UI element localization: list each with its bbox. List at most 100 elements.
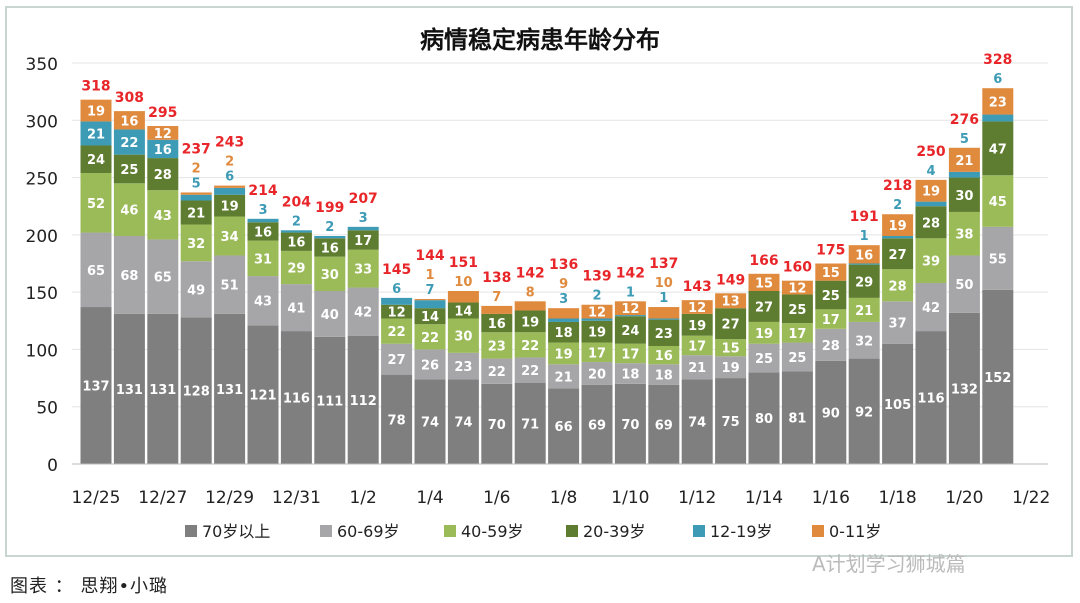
bar-segment xyxy=(314,290,346,337)
segment-value-label: 12 xyxy=(788,282,806,297)
bar-segment xyxy=(80,307,112,464)
bar-segment xyxy=(247,222,279,241)
segment-value-label: 39 xyxy=(922,255,940,270)
segment-value-label: 12 xyxy=(621,302,639,317)
bar-segment xyxy=(214,255,246,314)
bar-segment xyxy=(247,276,279,326)
segment-value-label: 131 xyxy=(216,383,243,398)
bar-segment xyxy=(948,255,980,313)
bar-segment xyxy=(147,139,179,159)
segment-value-label: 19 xyxy=(889,219,907,234)
segment-value-label: 23 xyxy=(655,327,673,342)
segment-value-label: 40 xyxy=(321,308,339,323)
segment-value-label: 74 xyxy=(688,416,706,431)
segment-value-label: 2 xyxy=(325,220,334,235)
bar-segment xyxy=(748,321,780,344)
segment-value-label: 131 xyxy=(116,383,143,398)
total-label: 207 xyxy=(349,191,378,207)
segment-value-label: 74 xyxy=(421,416,439,431)
bar-segment xyxy=(982,289,1014,464)
segment-value-label: 1 xyxy=(425,268,434,283)
bar-segment xyxy=(414,299,446,301)
bar-segment xyxy=(280,250,312,285)
bar-segment xyxy=(548,318,580,322)
bar-segment xyxy=(113,313,145,464)
watermark: A计划学习狮城篇 xyxy=(812,552,966,576)
bar-segment xyxy=(113,154,145,184)
bar-segment xyxy=(581,342,613,363)
total-label: 308 xyxy=(115,90,144,106)
bar-segment xyxy=(614,301,646,316)
bar-segment xyxy=(280,230,312,233)
segment-value-label: 29 xyxy=(287,262,305,277)
bar-segment xyxy=(514,357,546,383)
bar-segment xyxy=(447,290,479,303)
total-label: 243 xyxy=(215,135,244,151)
bar-segment xyxy=(681,355,713,380)
segment-value-label: 15 xyxy=(822,266,840,281)
segment-value-label: 7 xyxy=(492,290,501,305)
bar-segment xyxy=(614,315,646,317)
bar-segment xyxy=(715,378,747,464)
y-tick-label: 50 xyxy=(36,399,58,419)
bar-segment xyxy=(381,318,413,344)
total-label: 318 xyxy=(81,79,110,95)
segment-value-label: 70 xyxy=(621,418,639,433)
segment-value-label: 17 xyxy=(621,347,639,362)
bar-segment xyxy=(347,287,379,336)
figure-credit: 图表 ： 思翔•小璐 xyxy=(10,576,169,597)
x-tick-label: 12/29 xyxy=(205,488,254,508)
segment-value-label: 27 xyxy=(755,300,773,315)
segment-value-label: 80 xyxy=(755,412,773,427)
segment-value-label: 19 xyxy=(521,315,539,330)
segment-value-label: 13 xyxy=(722,295,740,310)
segment-value-label: 25 xyxy=(755,352,773,367)
segment-value-label: 105 xyxy=(884,398,911,413)
bar-segment xyxy=(548,364,580,389)
segment-value-label: 21 xyxy=(688,361,706,376)
bar-segment xyxy=(314,336,346,464)
segment-value-label: 50 xyxy=(955,278,973,293)
bar-segment xyxy=(648,307,680,319)
segment-value-label: 33 xyxy=(354,263,372,278)
segment-value-label: 21 xyxy=(187,207,205,222)
segment-value-label: 10 xyxy=(454,275,472,290)
legend-label: 60-69岁 xyxy=(337,522,400,541)
bar-segment xyxy=(781,371,813,464)
total-label: 214 xyxy=(248,183,277,199)
bar-segment xyxy=(815,328,847,361)
segment-value-label: 7 xyxy=(425,283,434,298)
bar-segment xyxy=(581,304,613,319)
bar-segment xyxy=(514,382,546,464)
segment-value-label: 49 xyxy=(187,283,205,298)
segment-value-label: 2 xyxy=(292,214,301,229)
bar-segment xyxy=(414,324,446,350)
bar-segment xyxy=(147,126,179,140)
segment-value-label: 30 xyxy=(321,268,339,283)
segment-value-label: 12 xyxy=(588,306,606,321)
bar-segment xyxy=(614,343,646,364)
total-label: 145 xyxy=(382,262,411,278)
segment-value-label: 27 xyxy=(889,248,907,263)
bar-segment xyxy=(414,379,446,464)
bar-segment xyxy=(948,312,980,464)
segment-value-label: 2 xyxy=(592,289,601,304)
segment-value-label: 10 xyxy=(655,276,673,291)
bar-segment xyxy=(247,240,279,277)
legend-swatch xyxy=(320,525,332,537)
stacked-bar-chart: 病情稳定病患年龄分布 13765522421193181316846252216… xyxy=(26,26,1051,541)
bar-segment xyxy=(514,310,546,333)
bar-segment xyxy=(514,332,546,358)
bar-segment xyxy=(948,177,980,212)
bar-segment xyxy=(147,190,179,240)
bar-segment xyxy=(815,263,847,281)
segment-value-label: 12 xyxy=(154,127,172,142)
bar-segment xyxy=(781,342,813,372)
segment-value-label: 6 xyxy=(993,72,1002,87)
segment-value-label: 3 xyxy=(359,211,368,226)
x-tick-label: 1/8 xyxy=(550,488,577,508)
bar-segment xyxy=(748,273,780,291)
segment-value-label: 38 xyxy=(955,228,973,243)
segment-value-label: 20 xyxy=(588,367,606,382)
bar-segment xyxy=(815,309,847,329)
